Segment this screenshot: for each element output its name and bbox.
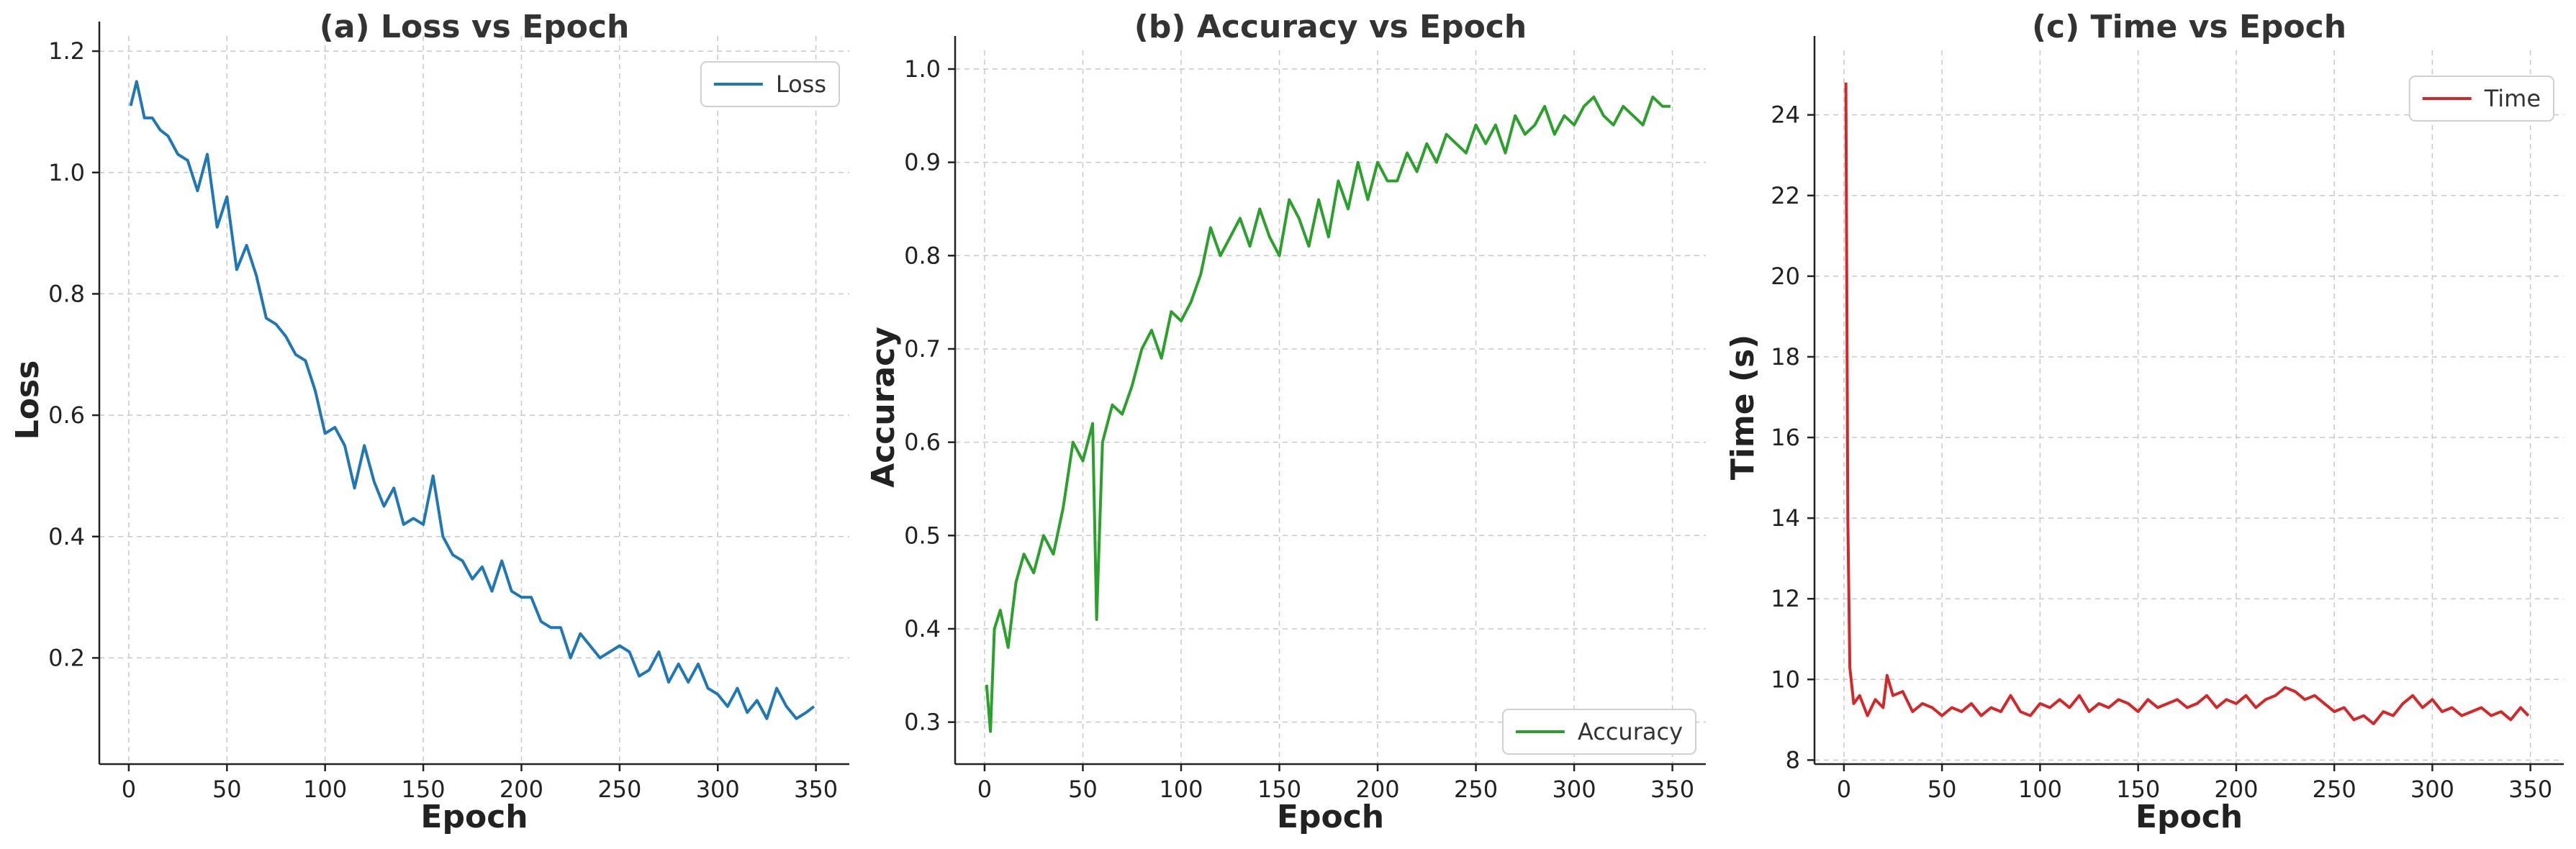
x-tick-label: 150 (402, 776, 446, 803)
x-axis-label: Epoch (420, 799, 528, 835)
y-tick-label: 0.9 (904, 149, 941, 176)
chart-title: (a) Loss vs Epoch (320, 9, 630, 45)
y-tick-label: 8 (1786, 746, 1800, 773)
legend-box (2408, 76, 2554, 122)
x-tick-label: 0 (977, 776, 992, 803)
chart-title: (c) Time vs Epoch (2032, 9, 2346, 45)
y-tick-label: 0.8 (904, 242, 941, 269)
legend: Time (2408, 76, 2554, 122)
x-tick-label: 200 (2214, 776, 2258, 803)
x-tick-label: 50 (1928, 776, 1957, 803)
legend-box (700, 61, 840, 107)
y-tick-label: 14 (1771, 504, 1800, 532)
legend-label: Accuracy (1578, 718, 1683, 745)
legend: Loss (700, 61, 840, 107)
y-tick-label: 0.3 (904, 709, 941, 736)
y-axis-label: Accuracy (865, 327, 902, 488)
y-tick-label: 1.0 (48, 159, 85, 186)
series-line (985, 95, 1671, 733)
x-tick-label: 150 (2116, 776, 2160, 803)
y-tick-label: 20 (1771, 263, 1800, 290)
y-axis-label: Loss (9, 360, 46, 440)
x-axis-label: Epoch (2136, 799, 2243, 835)
x-tick-label: 250 (1454, 776, 1498, 803)
legend-box (1501, 709, 1696, 755)
y-tick-label: 0.6 (904, 429, 941, 456)
y-tick-label: 16 (1771, 424, 1800, 451)
x-tick-label: 250 (597, 776, 641, 803)
y-tick-label: 0.8 (48, 280, 85, 307)
y-tick-label: 1.2 (48, 37, 85, 65)
series-line (1844, 82, 2530, 725)
y-tick-label: 0.7 (904, 335, 941, 363)
y-tick-label: 10 (1771, 666, 1800, 693)
x-tick-label: 300 (696, 776, 740, 803)
y-tick-label: 18 (1771, 343, 1800, 371)
x-tick-label: 350 (1650, 776, 1694, 803)
x-tick-label: 0 (122, 776, 136, 803)
accuracy-chart: 0 50 100 150 200 250 300 350 0.3 0.4 0.5 0.6 0.7 0.8… (865, 9, 1706, 835)
legend-label: Time (2484, 85, 2541, 112)
loss-chart: 0 50 100 150 200 250 300 350 0.2 0.4 0.6 0.8 1.0 1.2… (9, 9, 849, 835)
y-tick-label: 0.6 (48, 401, 85, 429)
x-tick-label: 200 (1355, 776, 1399, 803)
chart-title: (b) Accuracy vs Epoch (1134, 9, 1527, 45)
y-tick-label: 0.2 (48, 644, 85, 671)
x-tick-label: 200 (500, 776, 543, 803)
legend-label: Loss (776, 71, 826, 98)
x-tick-label: 100 (303, 776, 347, 803)
y-tick-label: 22 (1771, 182, 1800, 209)
x-tick-label: 50 (1068, 776, 1098, 803)
time-chart: 0 50 100 150 200 250 300 350 81012141618202224 … (1725, 9, 2564, 835)
x-tick-label: 50 (212, 776, 242, 803)
x-axis-label: Epoch (1277, 799, 1384, 835)
x-tick-label: 250 (2313, 776, 2356, 803)
x-tick-label: 100 (2018, 776, 2062, 803)
y-tick-label: 24 (1771, 101, 1800, 129)
y-tick-label: 12 (1771, 585, 1800, 612)
x-tick-label: 0 (1837, 776, 1851, 803)
x-tick-label: 300 (2410, 776, 2454, 803)
y-axis-label: Time (s) (1725, 335, 1761, 481)
y-tick-label: 1.0 (904, 55, 941, 83)
x-tick-label: 150 (1257, 776, 1301, 803)
y-tick-label: 0.4 (904, 615, 941, 643)
series-line (129, 80, 815, 720)
x-tick-label: 100 (1159, 776, 1203, 803)
y-tick-label: 0.5 (904, 522, 941, 549)
legend: Accuracy (1501, 709, 1696, 755)
x-tick-label: 350 (2508, 776, 2552, 803)
x-tick-label: 350 (794, 776, 838, 803)
x-tick-label: 300 (1553, 776, 1596, 803)
y-tick-label: 0.4 (48, 523, 85, 550)
